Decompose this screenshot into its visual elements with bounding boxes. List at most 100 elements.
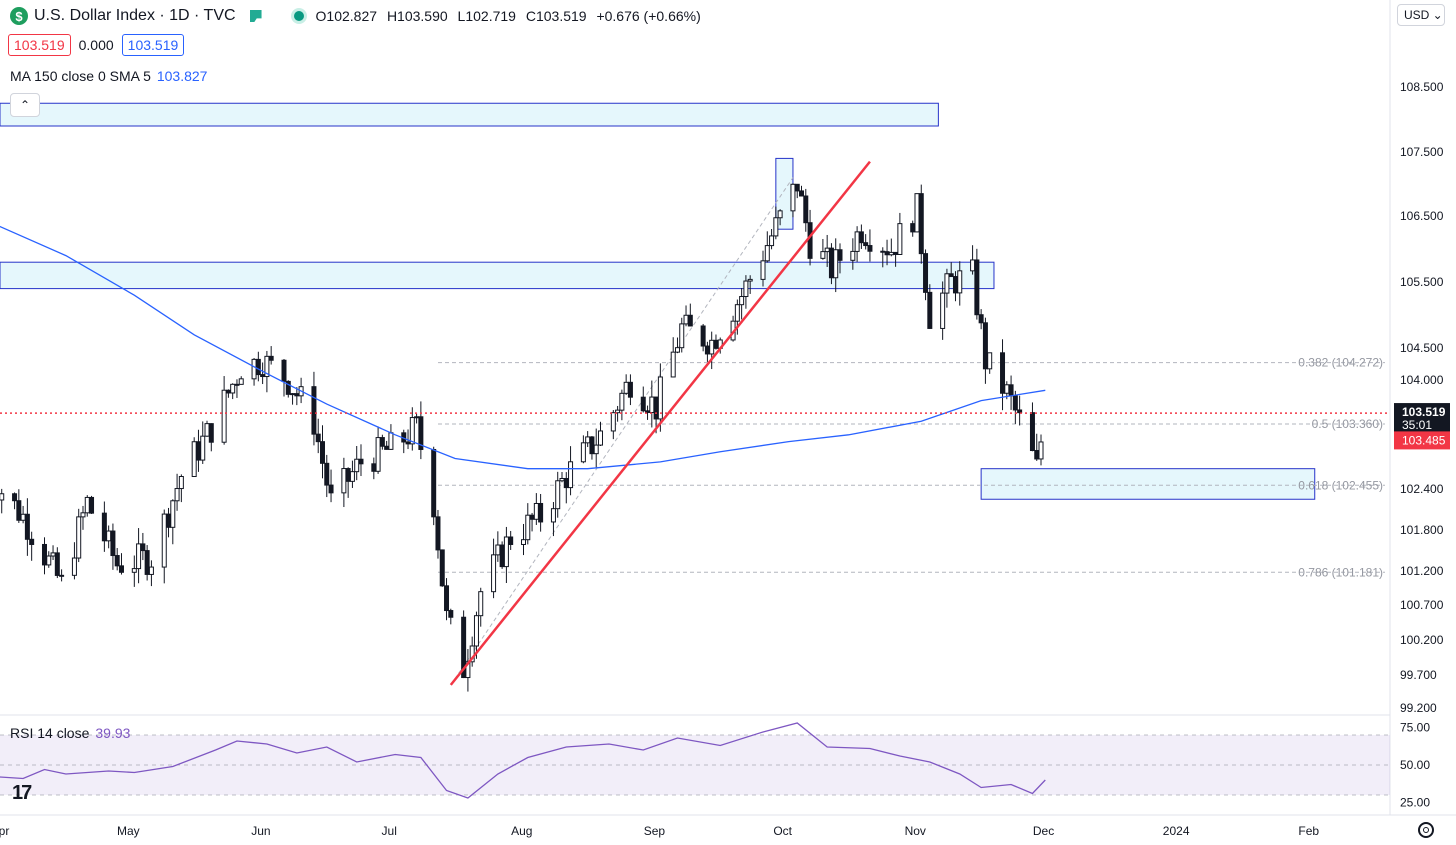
candle-body xyxy=(799,190,805,197)
candle-body xyxy=(388,432,394,450)
candle-body xyxy=(174,488,180,502)
candle-body xyxy=(670,351,676,378)
rsi-line xyxy=(0,722,1046,799)
price-tick-label: 105.500 xyxy=(1400,275,1444,289)
candle-body xyxy=(264,355,270,378)
candle-body xyxy=(24,513,30,540)
candle-body xyxy=(734,304,740,322)
candle-body xyxy=(349,471,355,482)
candle-body xyxy=(268,355,274,361)
candle-body xyxy=(1038,441,1044,460)
candle-body xyxy=(448,610,454,618)
ma-price-tag-label: 103.485 xyxy=(1402,433,1446,447)
price-tick-label: 102.400 xyxy=(1400,482,1444,496)
candle-body xyxy=(833,249,839,279)
last-price-tag-label: 103.519 xyxy=(1402,405,1446,419)
candle-body xyxy=(345,468,351,482)
candle-body xyxy=(166,513,172,528)
candle-body xyxy=(161,513,167,568)
fib-label-2: 0.618 (102.455) xyxy=(1298,478,1383,492)
candle-body xyxy=(178,476,184,490)
zone-rect-2 xyxy=(980,468,1316,500)
candle-body xyxy=(867,245,873,252)
candle-body xyxy=(580,442,586,463)
candle-body xyxy=(683,314,689,325)
candle-body xyxy=(627,381,633,398)
collapse-legend-button[interactable]: ⌃ xyxy=(10,93,40,117)
candle-body xyxy=(444,585,450,612)
candle-body xyxy=(888,251,894,256)
candle-body xyxy=(982,322,988,370)
candle-body xyxy=(713,339,719,349)
candle-body xyxy=(260,374,266,378)
candle-body xyxy=(1004,384,1010,394)
candle-body xyxy=(824,247,830,253)
rsi-legend[interactable]: RSI 14 close 39.93 xyxy=(10,725,130,741)
price-tick-label: 104.000 xyxy=(1400,373,1444,387)
candle-body xyxy=(71,557,77,576)
candle-body xyxy=(418,416,424,450)
candle-body xyxy=(140,543,146,552)
candle-body xyxy=(294,393,300,397)
candle-body xyxy=(760,260,766,280)
candle-body xyxy=(674,347,680,353)
candle-body xyxy=(803,195,809,224)
candle-body xyxy=(379,437,385,447)
time-tick-label: Aug xyxy=(511,824,532,838)
candle-body xyxy=(1012,395,1018,411)
ma-label: MA 150 close 0 SMA 5 xyxy=(10,68,151,84)
tradingview-logo[interactable]: 17 xyxy=(12,782,32,804)
dollar-logo-icon: $ xyxy=(10,7,28,25)
candle-body xyxy=(54,552,60,576)
market-status-icon xyxy=(293,11,304,21)
time-tick-label: Jun xyxy=(251,824,270,838)
price-tick-label: 108.500 xyxy=(1400,80,1444,94)
sell-price-box[interactable]: 103.519 xyxy=(8,34,71,56)
price-tick-label: 101.800 xyxy=(1400,523,1444,537)
candle-body xyxy=(563,477,569,489)
candle-body xyxy=(76,516,82,559)
buy-price-box[interactable]: 103.519 xyxy=(121,34,185,56)
candle-body xyxy=(533,502,539,520)
time-tick-label: 2024 xyxy=(1163,824,1190,838)
ma-legend[interactable]: MA 150 close 0 SMA 5 103.827 xyxy=(10,68,207,84)
candle-body xyxy=(114,555,120,567)
price-tick-label: 100.200 xyxy=(1400,633,1444,647)
price-tick-label: 107.500 xyxy=(1400,145,1444,159)
candle-body xyxy=(461,616,467,679)
candle-body xyxy=(170,500,176,528)
price-tick-label: 106.500 xyxy=(1400,209,1444,223)
candle-body xyxy=(940,292,946,329)
candle-body xyxy=(525,514,531,541)
candle-body xyxy=(610,412,616,432)
candle-body xyxy=(948,273,954,278)
candle-body xyxy=(568,461,574,489)
settings-gear-icon[interactable] xyxy=(1418,822,1434,838)
candle-body xyxy=(910,223,916,233)
zone-rect-0 xyxy=(0,102,939,127)
candle-body xyxy=(918,193,924,255)
price-tick-label: 100.700 xyxy=(1400,598,1444,612)
last-price-tag xyxy=(1394,403,1450,434)
candle-body xyxy=(978,314,984,324)
candle-body xyxy=(144,550,150,575)
time-tick-label: Sep xyxy=(644,824,666,838)
candle-body xyxy=(16,500,22,521)
candle-body xyxy=(893,251,899,255)
trendline xyxy=(449,160,871,686)
candle-body xyxy=(559,477,565,482)
candle-body xyxy=(285,380,291,395)
candle-body xyxy=(324,462,330,486)
candle-body xyxy=(970,259,976,272)
candle-body xyxy=(619,392,625,411)
candle-body xyxy=(1029,412,1035,452)
flag-icon[interactable] xyxy=(249,10,262,22)
currency-button[interactable]: USD ⌄ xyxy=(1397,4,1445,26)
candle-body xyxy=(764,245,770,262)
candle-body xyxy=(384,445,390,450)
candle-body xyxy=(59,574,65,577)
symbol-title[interactable]: U.S. Dollar Index · 1D · TVC xyxy=(34,7,236,24)
candle-body xyxy=(221,389,227,443)
candle-body xyxy=(405,441,411,445)
